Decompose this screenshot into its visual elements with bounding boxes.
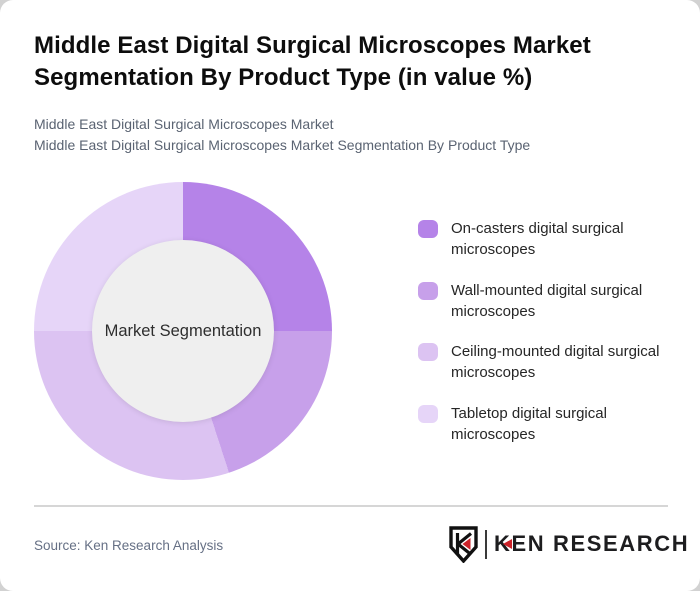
logo-shield-icon [449,525,478,563]
legend-item-1: On-casters digital surgical microscopes [418,218,668,261]
footer-divider [34,505,668,507]
chart-title: Middle East Digital Surgical Microscopes… [34,32,591,91]
ken-research-logo: KEN RESEARCH [448,525,689,563]
chart-subtitle-1: Middle East Digital Surgical Microscopes… [34,116,334,132]
legend-item-2: Wall-mounted digital surgical microscope… [418,280,668,323]
chart-subtitle-2: Middle East Digital Surgical Microscopes… [34,137,531,153]
legend-label: Wall-mounted digital surgical microscope… [451,281,643,320]
source-text: Source: Ken Research Analysis [34,538,224,553]
legend-swatch-icon [418,404,438,423]
donut-center-label: Market Segmentation [104,321,262,340]
legend-label: On-casters digital surgical microscopes [451,220,624,259]
legend-label: Ceiling-mounted digital surgical microsc… [451,343,660,382]
legend-item-3: Ceiling-mounted digital surgical microsc… [418,341,668,384]
logo-divider [485,529,487,559]
logo-k-accent-icon [503,539,512,549]
donut-center: Market Segmentation [92,240,274,422]
legend-swatch-icon [418,343,438,362]
donut-chart: Market Segmentation [34,182,332,480]
legend-swatch-icon [418,281,438,300]
logo-brand-text: KEN RESEARCH [494,531,690,556]
legend-item-4: Tabletop digital surgical microscopes [418,403,668,446]
legend-label: Tabletop digital surgical microscopes [451,404,607,444]
legend-swatch-icon [418,220,438,238]
chart-legend: On-casters digital surgical microscopes W… [418,218,668,464]
